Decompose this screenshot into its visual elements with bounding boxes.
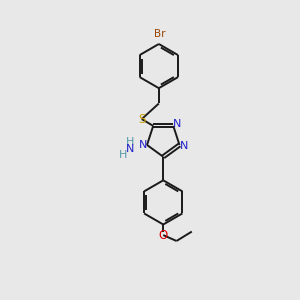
Text: Br: Br <box>154 29 165 39</box>
Text: N: N <box>126 143 134 154</box>
Text: N: N <box>173 119 181 129</box>
Text: S: S <box>138 112 146 126</box>
Text: N: N <box>179 141 188 152</box>
Text: O: O <box>159 229 168 242</box>
Text: H: H <box>119 150 128 160</box>
Text: H: H <box>126 137 134 147</box>
Text: N: N <box>139 140 148 150</box>
